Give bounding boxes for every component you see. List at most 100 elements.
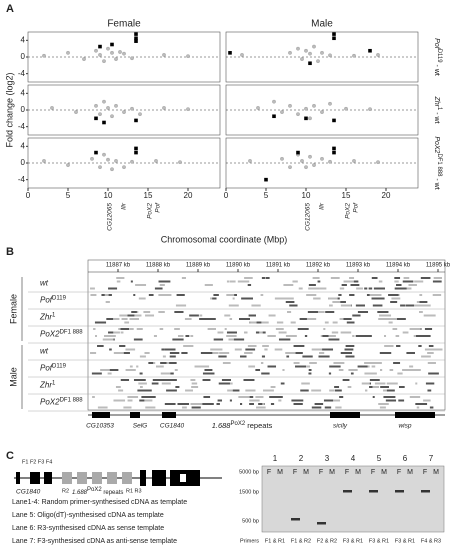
read — [261, 372, 270, 375]
read — [172, 338, 184, 341]
point — [122, 110, 126, 114]
read — [311, 348, 324, 351]
read — [136, 328, 143, 330]
read — [133, 379, 146, 381]
read — [379, 352, 392, 354]
read — [248, 297, 253, 300]
ruler-label: 11887 kb — [106, 263, 131, 269]
repeats-label-sup: PoX2 — [87, 487, 102, 493]
read — [409, 328, 421, 330]
repeats-label-sup: PoX2 — [230, 421, 245, 427]
read — [113, 318, 120, 320]
read — [104, 294, 109, 296]
read — [201, 365, 210, 368]
read — [300, 389, 309, 392]
track-label-base: Pof — [40, 296, 53, 305]
read — [406, 352, 415, 354]
read — [387, 318, 400, 320]
track-label-base: Zhr — [39, 313, 52, 322]
read — [396, 345, 401, 347]
highlight-point — [332, 150, 336, 155]
read — [422, 304, 431, 307]
point — [118, 50, 122, 54]
read — [203, 396, 211, 398]
track-label-base: PoX2 — [40, 398, 60, 407]
read — [346, 352, 353, 354]
gene-name: wisp — [398, 423, 411, 430]
read — [322, 348, 334, 351]
group-label: Female — [8, 294, 18, 324]
point — [154, 159, 158, 163]
read — [371, 365, 376, 368]
read — [181, 352, 188, 354]
read — [109, 348, 112, 351]
row-label-tail: - wt — [433, 110, 440, 123]
y-tick-label: -4 — [18, 175, 26, 184]
group-label: Male — [8, 367, 18, 387]
read — [293, 403, 303, 405]
read — [264, 348, 268, 351]
exon — [152, 470, 166, 486]
read — [330, 277, 340, 279]
read — [328, 372, 332, 375]
read — [94, 321, 107, 324]
read — [232, 294, 237, 296]
sub-lane: M — [277, 469, 283, 476]
read — [388, 321, 393, 324]
point — [110, 50, 114, 55]
point — [308, 116, 312, 121]
band — [343, 490, 352, 493]
panel-label: B — [6, 246, 14, 258]
read — [183, 345, 194, 347]
read — [104, 335, 116, 337]
note: Lane1-4: Random primer-synthesised cDNA … — [12, 499, 187, 506]
point — [102, 152, 106, 157]
repeats-label-base: 1.688 — [212, 421, 232, 430]
read — [219, 352, 230, 354]
read — [202, 403, 214, 405]
read — [92, 396, 95, 398]
x-tick-label: 5 — [264, 191, 269, 200]
read — [355, 335, 366, 337]
read — [385, 399, 397, 402]
highlight-point — [308, 61, 312, 66]
read — [286, 355, 290, 358]
point — [114, 159, 118, 163]
read — [245, 348, 256, 351]
read — [202, 379, 211, 381]
read — [162, 355, 166, 358]
repeat-block — [62, 472, 72, 484]
read — [216, 403, 220, 405]
read — [403, 277, 410, 279]
point — [304, 165, 308, 170]
read — [260, 362, 264, 364]
x-tick-label: 15 — [342, 191, 351, 200]
read — [432, 280, 442, 283]
read — [283, 284, 294, 286]
read — [184, 403, 190, 405]
read — [108, 287, 118, 290]
read — [338, 294, 342, 296]
point — [66, 50, 70, 55]
read — [427, 362, 436, 364]
read — [421, 355, 431, 358]
point — [312, 103, 316, 108]
point — [352, 159, 356, 163]
sub-lane: M — [355, 469, 361, 476]
read — [245, 389, 256, 392]
point — [376, 53, 380, 57]
read — [184, 318, 192, 320]
read — [205, 318, 216, 320]
x-tick-label: 15 — [144, 191, 153, 200]
read — [285, 335, 297, 337]
gene-label: CG12065 — [107, 203, 114, 231]
highlight-point — [304, 116, 308, 121]
read — [141, 396, 151, 398]
read — [262, 345, 269, 347]
read — [226, 335, 237, 337]
point — [106, 46, 110, 51]
read — [386, 382, 398, 385]
primer-pair: F3 & R1 — [395, 538, 415, 544]
read — [154, 287, 163, 290]
track-label-sup: 1 — [52, 312, 56, 318]
